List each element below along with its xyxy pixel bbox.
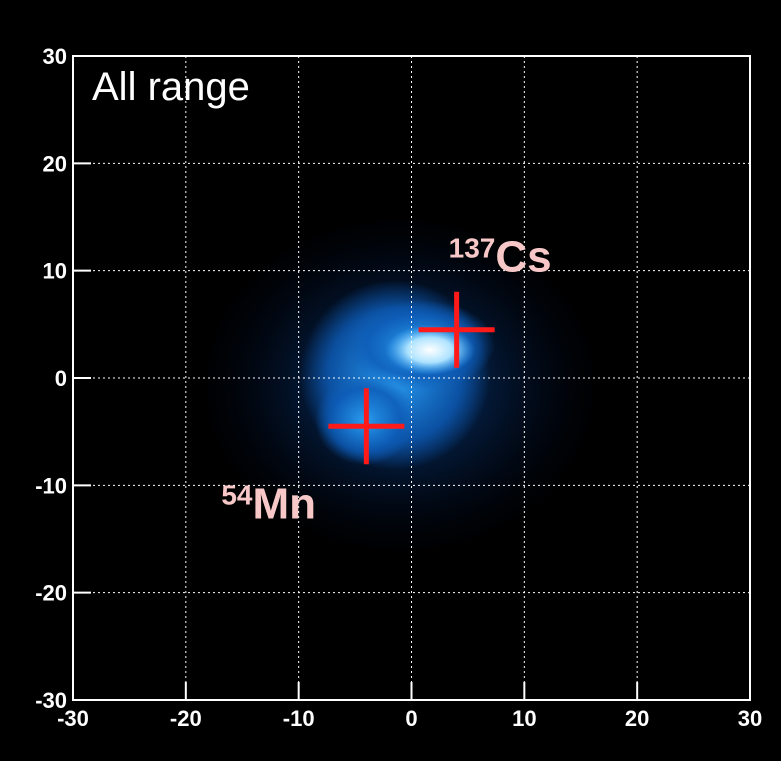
label-text: Mn xyxy=(253,479,317,528)
x-tick-label: -10 xyxy=(283,706,315,731)
label-superscript: 137 xyxy=(449,233,496,264)
y-tick-label: 10 xyxy=(43,259,67,284)
y-tick-label: 0 xyxy=(55,366,67,391)
x-tick-label: -20 xyxy=(170,706,202,731)
y-tick-label: 30 xyxy=(43,44,67,69)
panel-label: All range xyxy=(92,65,250,109)
y-tick-label: -30 xyxy=(35,688,67,713)
x-tick-label: 10 xyxy=(512,706,536,731)
x-tick-label: 30 xyxy=(738,706,762,731)
x-tick-label: 20 xyxy=(625,706,649,731)
label-text: Cs xyxy=(495,233,551,282)
y-tick-label: -20 xyxy=(35,581,67,606)
x-tick-label: 0 xyxy=(405,706,417,731)
label-superscript: 54 xyxy=(221,479,253,510)
y-tick-label: -10 xyxy=(35,473,67,498)
y-tick-label: 20 xyxy=(43,151,67,176)
page: -30-20-100102030-30-20-100102030 All ran… xyxy=(0,0,781,761)
point-label: 54Mn xyxy=(221,479,316,528)
chart: -30-20-100102030-30-20-100102030 All ran… xyxy=(0,0,781,761)
